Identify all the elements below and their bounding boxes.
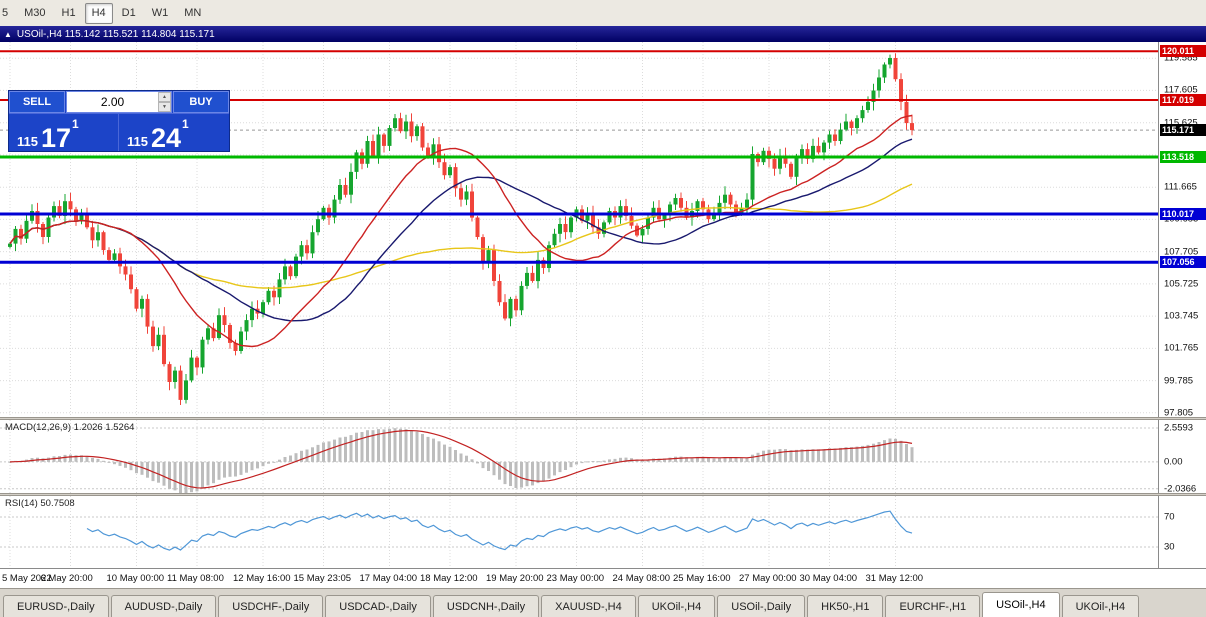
- chart-title-ohlc: 115.142 115.521 114.804 115.171: [64, 28, 215, 40]
- time-axis-label: 30 May 04:00: [799, 573, 858, 584]
- bid-price-big: 17: [40, 122, 72, 153]
- macd-axis-label: 2.5593: [1164, 422, 1194, 434]
- timeframe-mn[interactable]: MN: [184, 7, 202, 19]
- bid-price-prefix: 115: [17, 133, 38, 149]
- price-level-badge: 107.056: [1160, 256, 1206, 269]
- chart-tab-xauusd-h4[interactable]: XAUUSD-,H4: [541, 595, 636, 617]
- macd-indicator-pane: MACD(12,26,9) 1.2026 1.5264 2.5593 0.00 -2…: [0, 420, 1206, 493]
- price-axis-label: 115.625: [1164, 117, 1198, 129]
- chart-tab-bar: EURUSD-,Daily AUDUSD-,Daily USDCHF-,Daily U…: [0, 588, 1206, 617]
- chart-tab-usdcnh-daily[interactable]: USDCNH-,Daily: [432, 595, 540, 617]
- chart-title-symbol: USOil-,H4: [16, 28, 62, 40]
- chart-window-title-bar: ▲ USOil-,H4 115.142 115.521 114.804 115.…: [0, 26, 1206, 42]
- chart-tab-hk50-h1[interactable]: HK50-,H1: [807, 595, 884, 617]
- price-axis-label: 117.605: [1164, 84, 1198, 96]
- time-axis-label: 10 May 00:00: [106, 573, 165, 584]
- rsi-axis-label: 30: [1164, 541, 1175, 553]
- trade-panel-collapse-icon[interactable]: ▲: [4, 29, 12, 39]
- chart-tab-audusd-daily[interactable]: AUDUSD-,Daily: [110, 595, 217, 617]
- price-level-badge: 117.019: [1160, 93, 1206, 106]
- macd-axis-label: 0.00: [1164, 456, 1183, 468]
- rsi-axis-label: 70: [1164, 511, 1175, 523]
- macd-axis-label: -2.0366: [1164, 483, 1197, 493]
- rsi-chart: [0, 496, 1158, 568]
- rsi-label: RSI(14) 50.7508: [5, 498, 75, 509]
- time-axis-label: 24 May 08:00: [612, 573, 671, 584]
- ask-price[interactable]: 115 24 1: [119, 114, 229, 151]
- timeframe-w1[interactable]: W1: [151, 7, 169, 19]
- price-axis-label: 103.745: [1164, 310, 1199, 322]
- time-axis-label: 18 May 12:00: [420, 573, 478, 584]
- one-click-trade-panel: SELL 2.00 ▲ ▼ BUY 115 17 1 115 24 1: [8, 90, 230, 152]
- time-axis-label: 25 May 16:00: [673, 573, 731, 584]
- lot-increase-button[interactable]: ▲: [158, 92, 171, 102]
- price-level-badge: 120.011: [1160, 45, 1206, 58]
- macd-label: MACD(12,26,9) 1.2026 1.5264: [5, 422, 135, 433]
- pane-separator[interactable]: [0, 493, 1206, 496]
- chart-tab-usdchf-daily[interactable]: USDCHF-,Daily: [218, 595, 324, 617]
- current-price-badge: 115.171: [1160, 124, 1206, 137]
- chart-tab-eurusd-daily[interactable]: EURUSD-,Daily: [3, 595, 109, 617]
- price-axis-label: 97.805: [1164, 407, 1194, 417]
- time-axis-label: 6 May 20:00: [40, 573, 93, 584]
- lot-size-value[interactable]: 2.00: [100, 95, 125, 109]
- macd-axis: 2.5593 0.00 -2.0366: [1158, 420, 1206, 493]
- lot-size-field[interactable]: 2.00 ▲ ▼: [66, 91, 172, 113]
- lot-decrease-button[interactable]: ▼: [158, 102, 171, 112]
- time-axis-label: 31 May 12:00: [865, 573, 924, 584]
- chart-tab-ukoil-h4[interactable]: UKOil-,H4: [637, 595, 716, 617]
- bid-price[interactable]: 115 17 1: [9, 114, 119, 151]
- rsi-indicator-pane: RSI(14) 50.7508 70 30: [0, 496, 1206, 568]
- chart-tab-usoil-daily[interactable]: USOil-,Daily: [717, 595, 806, 617]
- price-level-badge: 110.017: [1160, 207, 1206, 220]
- time-axis-label: 23 May 00:00: [546, 573, 605, 584]
- timeframe-h1[interactable]: H1: [61, 7, 76, 19]
- ask-price-sup: 1: [182, 117, 189, 131]
- macd-chart: [0, 420, 1158, 493]
- price-axis-label: 99.785: [1164, 375, 1194, 387]
- rsi-axis: 70 30: [1158, 496, 1206, 568]
- ask-price-prefix: 115: [127, 133, 148, 149]
- price-axis[interactable]: 119.585117.605115.625113.645111.665109.6…: [1158, 42, 1206, 417]
- timeframe-h4[interactable]: H4: [84, 2, 113, 24]
- timeframe-toolbar: 5 M30 H1 H4 D1 W1 MN: [0, 0, 1206, 27]
- sell-button[interactable]: SELL: [9, 91, 65, 113]
- chart-tab-usoil-h4[interactable]: USOil-,H4: [982, 592, 1060, 617]
- ask-price-big: 24: [150, 122, 182, 153]
- timeframe-5[interactable]: 5: [2, 7, 9, 19]
- time-axis-label: 11 May 08:00: [167, 573, 224, 584]
- chart-tab-ukoil-h4[interactable]: UKOil-,H4: [1061, 595, 1140, 617]
- time-axis-label: 27 May 00:00: [739, 573, 797, 584]
- time-axis-label: 15 May 23:05: [293, 573, 352, 584]
- price-axis-label: 105.725: [1164, 278, 1199, 290]
- timeframe-d1[interactable]: D1: [121, 7, 136, 19]
- price-axis-label: 111.665: [1164, 181, 1197, 193]
- price-axis-label: 101.765: [1164, 342, 1199, 354]
- time-axis-label: 17 May 04:00: [359, 573, 418, 584]
- time-axis-label: 19 May 20:00: [486, 573, 544, 584]
- candlestick-chart: [0, 42, 1158, 417]
- price-axis-label: 107.705: [1164, 246, 1199, 258]
- chart-tab-eurchf-h1[interactable]: EURCHF-,H1: [885, 595, 981, 617]
- price-level-badge: 113.518: [1160, 150, 1206, 163]
- main-chart-pane: 119.585117.605115.625113.645111.665109.6…: [0, 42, 1206, 417]
- time-axis-label: 12 May 16:00: [233, 573, 291, 584]
- chart-tab-usdcad-daily[interactable]: USDCAD-,Daily: [325, 595, 431, 617]
- price-axis-label: 119.585: [1164, 52, 1198, 64]
- time-axis-label: 5 May 2022: [2, 573, 52, 584]
- pane-separator[interactable]: [0, 417, 1206, 420]
- timeframe-m30[interactable]: M30: [24, 7, 46, 19]
- buy-button[interactable]: BUY: [173, 91, 229, 113]
- time-axis[interactable]: 5 May 2022 6 May 20:00 10 May 00:00 11 May …: [0, 568, 1206, 588]
- bid-price-sup: 1: [72, 117, 79, 131]
